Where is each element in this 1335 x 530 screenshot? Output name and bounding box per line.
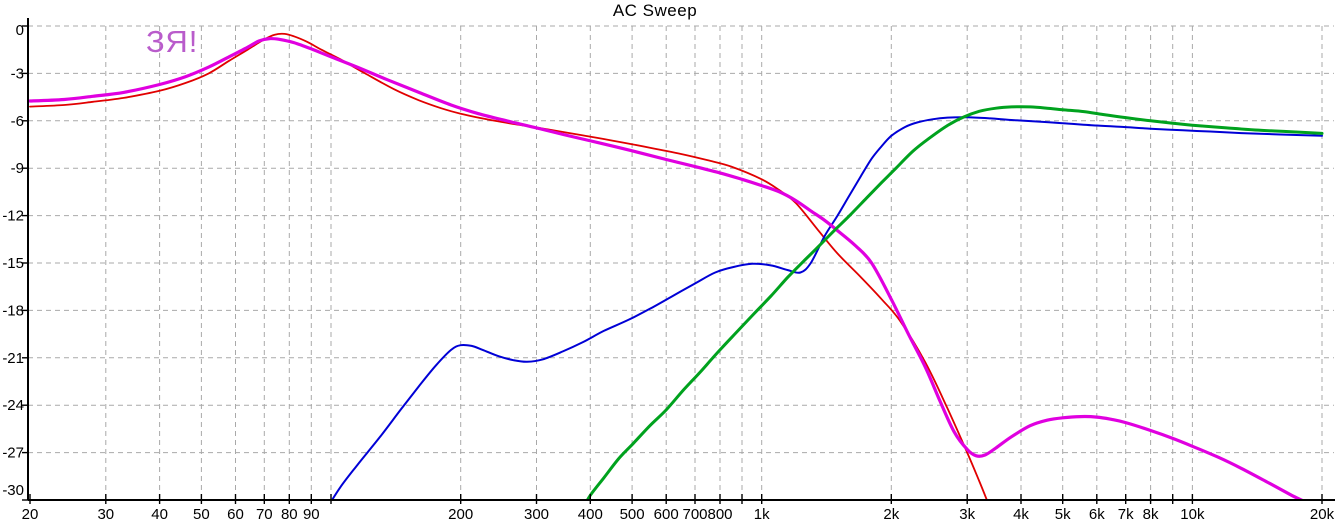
x-tick-label: 5k [1055, 506, 1071, 523]
y-tick-label: -27 [2, 445, 24, 462]
x-tick-label: 80 [281, 506, 298, 523]
x-tick-label: 200 [448, 506, 473, 523]
annotation-label: ЗЯ! [146, 24, 199, 59]
curve-blue-trace [330, 116, 1323, 500]
tick-marks [22, 25, 1323, 504]
x-tick-label: 8k [1143, 506, 1159, 523]
x-tick-label: 50 [193, 506, 210, 523]
x-tick-label: 800 [707, 506, 732, 523]
y-tick-label: -3 [11, 65, 24, 82]
y-tick-label: 0 [16, 22, 24, 39]
x-tick-label: 20 [22, 506, 39, 523]
y-tick-label: -30 [2, 482, 24, 499]
y-tick-label: -6 [11, 113, 24, 130]
x-tick-label: 6k [1089, 506, 1105, 523]
axes [27, 18, 1335, 501]
x-tick-label: 1k [754, 506, 770, 523]
x-tick-label: 700 [682, 506, 707, 523]
x-tick-label: 7k [1118, 506, 1134, 523]
x-tick-label: 90 [303, 506, 320, 523]
y-tick-label: -12 [2, 208, 24, 225]
y-tick-label: -9 [11, 160, 24, 177]
tick-labels: 20 30 40 50 60 70 80 90 200 300 400 500 600 700 800 1k 2… [2, 22, 1334, 523]
x-tick-label: 300 [524, 506, 549, 523]
x-tick-label: 500 [620, 506, 645, 523]
y-tick-label: -21 [2, 350, 24, 367]
x-tick-label: 30 [97, 506, 114, 523]
y-tick-label: -24 [2, 397, 24, 414]
y-tick-label: -18 [2, 302, 24, 319]
y-tick-label: -15 [2, 255, 24, 272]
curve-green-trace [585, 105, 1324, 500]
x-tick-label: 2k [883, 506, 899, 523]
x-tick-label: 400 [578, 506, 603, 523]
chart-title: AC Sweep [612, 1, 698, 20]
x-tick-label: 600 [654, 506, 679, 523]
curve-magenta-trace [28, 36, 1306, 500]
x-tick-label: 60 [227, 506, 244, 523]
traces [28, 32, 1324, 500]
grid [28, 25, 1334, 500]
x-tick-label: 10k [1180, 506, 1205, 523]
x-tick-label: 40 [151, 506, 168, 523]
x-tick-label: 70 [256, 506, 273, 523]
x-tick-label: 3k [959, 506, 975, 523]
x-tick-label: 20k [1310, 506, 1335, 523]
x-tick-label: 4k [1013, 506, 1029, 523]
curve-red-trace [29, 32, 988, 500]
